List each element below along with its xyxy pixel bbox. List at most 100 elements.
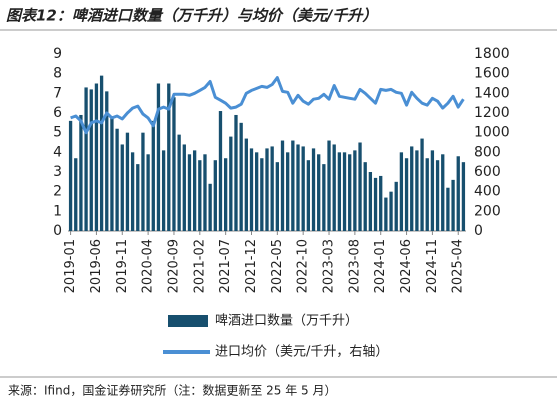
bar — [172, 97, 176, 232]
line — [70, 76, 465, 135]
bar — [260, 158, 264, 231]
bar — [146, 154, 150, 231]
bar — [399, 152, 404, 231]
bar — [115, 128, 119, 231]
legend-swatch — [168, 315, 208, 327]
bar — [89, 89, 93, 232]
bar — [384, 197, 388, 231]
y-tick-label: 8 — [53, 66, 62, 82]
y2-tick-label: 1400 — [474, 85, 510, 101]
x-tick-label: 2021-02 — [192, 239, 207, 293]
bar — [74, 158, 78, 231]
bar — [182, 144, 186, 231]
x-tick-label: 2023-03 — [322, 239, 337, 293]
bar — [368, 172, 373, 231]
bar — [136, 164, 140, 231]
bar — [353, 150, 357, 231]
bar — [151, 120, 155, 231]
bar — [425, 158, 429, 231]
y-tick-label: 4 — [53, 144, 62, 160]
x-tick-label: 2019-06 — [89, 239, 104, 293]
bar — [156, 83, 161, 231]
bar — [348, 154, 352, 231]
bar — [286, 152, 290, 231]
bar — [110, 116, 114, 231]
bar — [244, 138, 248, 231]
y-tick-label: 6 — [53, 105, 62, 121]
bar — [161, 150, 166, 231]
y2-tick-label: 400 — [474, 184, 501, 200]
bar — [265, 148, 269, 231]
y2-tick-label: 1600 — [474, 66, 510, 82]
x-tick-label: 2021-12 — [244, 239, 259, 293]
bar — [291, 140, 295, 231]
bar — [363, 162, 367, 231]
bar — [203, 154, 207, 231]
y-tick-label: 3 — [53, 164, 62, 180]
bar — [342, 152, 347, 231]
y-tick-label: 1 — [53, 203, 62, 219]
bar — [301, 146, 305, 231]
y2-tick-label: 1800 — [474, 46, 510, 62]
bar — [120, 144, 124, 231]
bar — [404, 158, 409, 231]
bar — [435, 160, 440, 231]
bar — [105, 91, 109, 231]
bar — [275, 162, 279, 231]
bar — [327, 140, 331, 231]
bar — [394, 181, 398, 231]
x-tick-label: 2022-10 — [296, 239, 311, 293]
bar — [456, 156, 460, 231]
bar — [167, 83, 171, 231]
bar — [296, 144, 300, 231]
x-tick-label: 2024-06 — [399, 239, 414, 293]
legend-label: 啤酒进口数量（万千升） — [215, 314, 358, 329]
y-tick-label: 5 — [53, 125, 62, 141]
bar — [358, 142, 362, 231]
bar — [239, 122, 243, 231]
legend-label: 进口均价（美元/千升，右轴） — [215, 345, 388, 360]
bar — [389, 191, 393, 231]
y2-tick-label: 600 — [474, 164, 501, 180]
y-tick-label: 7 — [53, 85, 62, 101]
bar — [198, 160, 202, 231]
x-tick-label: 2020-09 — [166, 239, 181, 293]
bar — [446, 187, 450, 231]
bar — [208, 183, 212, 231]
bar — [410, 146, 414, 231]
y2-tick-label: 0 — [474, 223, 483, 239]
bar — [317, 154, 321, 231]
bar — [68, 120, 73, 231]
bar — [99, 75, 104, 231]
y-tick-label: 9 — [53, 46, 62, 62]
bar — [249, 148, 254, 231]
x-tick-label: 2024-01 — [373, 239, 388, 293]
y2-tick-label: 1000 — [474, 125, 510, 141]
bar — [415, 150, 419, 231]
bar — [270, 146, 274, 231]
bar — [79, 114, 83, 231]
x-tick-label: 2021-07 — [218, 239, 233, 293]
bar — [306, 160, 311, 231]
bar — [461, 162, 466, 231]
bar — [420, 138, 424, 231]
bar — [255, 152, 259, 231]
bar — [379, 175, 383, 231]
bar — [441, 154, 445, 231]
bar — [141, 132, 145, 231]
bar — [223, 158, 228, 231]
x-tick-label: 2022-05 — [270, 239, 285, 293]
bar — [451, 179, 455, 231]
bar — [94, 83, 99, 231]
bar — [125, 132, 130, 231]
bar — [192, 150, 197, 231]
y2-tick-label: 800 — [474, 144, 501, 160]
bar — [229, 136, 233, 231]
chart-title: 图表12：啤酒进口数量（万千升）与均价（美元/千升） — [6, 7, 377, 25]
x-tick-label: 2024-11 — [425, 239, 440, 293]
x-tick-label: 2023-08 — [347, 239, 362, 293]
x-tick-label: 2020-04 — [141, 239, 156, 293]
x-tick-label: 2019-11 — [115, 239, 130, 293]
y2-tick-label: 1200 — [474, 105, 510, 121]
bar — [218, 111, 223, 231]
